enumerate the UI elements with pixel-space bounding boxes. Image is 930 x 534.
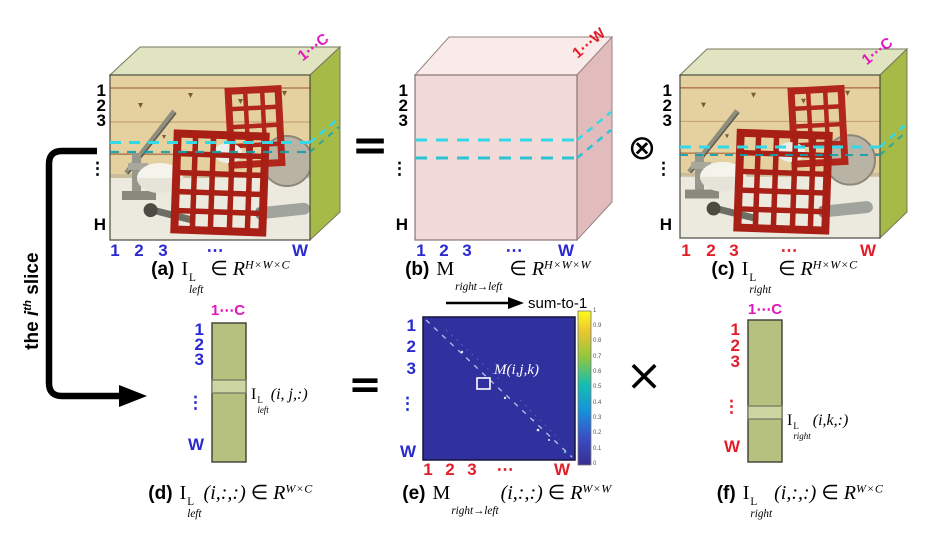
- cube-c-col-1: 1: [681, 241, 691, 260]
- matrix-e-row-W: W: [399, 442, 416, 461]
- cube-a-col-W: W: [291, 241, 309, 260]
- slice-d-row-3: 3: [194, 350, 204, 369]
- cube-c-col-3: 3: [729, 241, 739, 260]
- matrix-e-row-vdots: ⋮: [399, 394, 416, 413]
- matrix-e-col-3: 3: [467, 460, 477, 479]
- cube-b-row-H: H: [395, 215, 408, 234]
- cube-b-col-W: W: [557, 241, 575, 260]
- cube-b-row-3: 3: [398, 111, 408, 130]
- cube-b-col-1: 1: [416, 241, 426, 260]
- cube-c-col-W: W: [859, 241, 877, 260]
- colorbar-tick: 0.4: [593, 400, 602, 406]
- slice-d-row-W: W: [187, 435, 204, 454]
- cube-b-row-vdots: ⋮: [391, 159, 408, 178]
- colorbar: [577, 310, 592, 466]
- cube-b-col-dots: ⋯: [505, 241, 523, 260]
- cube-b-row-2: 2: [398, 96, 408, 115]
- slice-f-depth-label: 1⋯C: [747, 301, 783, 318]
- colorbar-tick: 0: [593, 461, 597, 467]
- cube-c-row-2: 2: [662, 96, 672, 115]
- cube-a-row-3: 3: [96, 111, 106, 130]
- ith-slice-label: the ith slice: [21, 252, 44, 350]
- slice-f-row-W: W: [723, 437, 740, 456]
- cube-right-image: [678, 47, 909, 240]
- cube-a-col-3: 3: [158, 241, 168, 260]
- cube-b-col-3: 3: [462, 241, 472, 260]
- cube-a-row-vdots: ⋮: [89, 159, 106, 178]
- sum-arrowhead: [508, 297, 524, 309]
- slice-f-row-3: 3: [730, 352, 740, 371]
- matrix-e-col-1: 1: [423, 460, 433, 479]
- otimes-operator: ⊗: [627, 128, 657, 168]
- cube-b-row-1: 1: [398, 81, 408, 100]
- colorbar-tick: 0.2: [593, 430, 602, 436]
- ith-slice-arrow: [45, 147, 147, 407]
- cube-a-col-1: 1: [110, 241, 120, 260]
- slice-f-row-2: 2: [730, 336, 740, 355]
- matrix-e-col-2: 2: [445, 460, 455, 479]
- slice-f-row-1: 1: [730, 320, 740, 339]
- cube-a-row-H: H: [93, 215, 106, 234]
- colorbar-tick: 0.9: [593, 323, 602, 329]
- cube-a-col-dots: ⋯: [206, 241, 224, 260]
- slice-d-row-1: 1: [194, 320, 204, 339]
- matrix-e-col-W: W: [553, 460, 571, 479]
- matrix-element-box: [476, 377, 491, 390]
- matrix-e-col-dots: ⋯: [496, 460, 514, 479]
- colorbar-tick: 0.7: [593, 354, 602, 360]
- cube-c-col-dots: ⋯: [780, 241, 798, 260]
- colorbar-tick: 0.1: [593, 446, 602, 452]
- colorbar-tick: 0.8: [593, 338, 602, 344]
- colorbar-tick: 1: [593, 308, 597, 314]
- slice-d-row-vdots: ⋮: [187, 393, 204, 412]
- equals-top-operator: =: [351, 120, 389, 171]
- cube-b-col-2: 2: [439, 241, 449, 260]
- cube-a-row-2: 2: [96, 96, 106, 115]
- matrix-e-row-3: 3: [406, 359, 416, 378]
- cube-a-row-1: 1: [96, 81, 106, 100]
- matrix-diagonal: [425, 319, 573, 458]
- slice-f-highlight-band: [747, 405, 783, 420]
- slice-f-row-vdots: ⋮: [723, 397, 740, 416]
- cube-c-row-H: H: [659, 215, 672, 234]
- colorbar-tick: 0.5: [593, 384, 602, 390]
- cube-a-col-2: 2: [134, 241, 144, 260]
- colorbar-tick: 0.3: [593, 415, 602, 421]
- arrowhead-right: [119, 385, 147, 407]
- matrix-e-row-2: 2: [406, 337, 416, 356]
- colorbar-tick: 0.6: [593, 369, 602, 375]
- matrix-e: [422, 297, 592, 466]
- slice-f-right-row: [747, 319, 783, 463]
- times-operator: ×: [625, 350, 663, 401]
- equals-bottom-operator: =: [348, 362, 382, 408]
- cube-c-row-1: 1: [662, 81, 672, 100]
- cube-warp-matrix: [413, 35, 614, 242]
- cube-left-image: [108, 45, 342, 242]
- matrix-element-annotation: M(i,j,k): [494, 362, 539, 378]
- matrix-e-row-1: 1: [406, 316, 416, 335]
- cube-c-col-2: 2: [706, 241, 716, 260]
- slice-d-depth-label: 1⋯C: [210, 302, 246, 319]
- slice-d-left-row: [211, 322, 247, 463]
- cube-c-row-vdots: ⋮: [655, 159, 672, 178]
- cube-c-row-3: 3: [662, 111, 672, 130]
- slice-d-highlight-band: [211, 379, 247, 394]
- slice-d-row-2: 2: [194, 335, 204, 354]
- sum-to-1-label: sum-to-1: [528, 295, 588, 312]
